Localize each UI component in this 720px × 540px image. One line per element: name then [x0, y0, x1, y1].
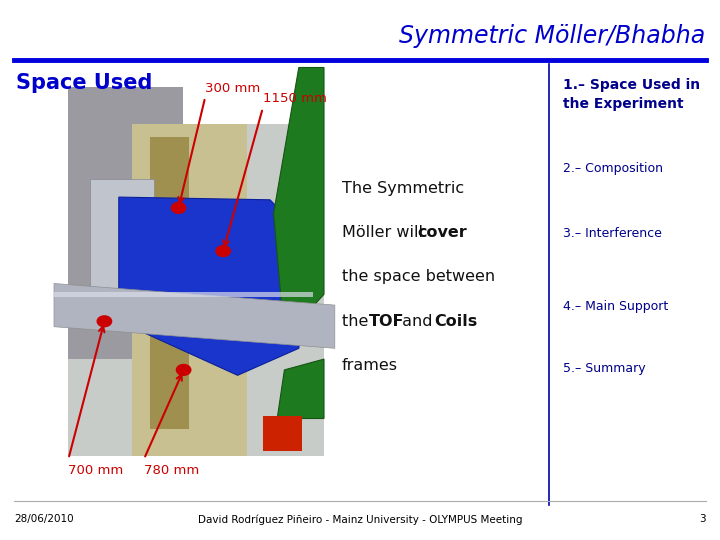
Bar: [54, 292, 313, 297]
Text: Möller will: Möller will: [342, 225, 428, 240]
Text: 1150 mm: 1150 mm: [263, 92, 327, 105]
Text: 1.– Space Used in
the Experiment: 1.– Space Used in the Experiment: [563, 78, 700, 111]
Text: 28/06/2010: 28/06/2010: [14, 514, 74, 524]
Bar: [68, 87, 184, 359]
Polygon shape: [274, 68, 324, 338]
Text: Coils: Coils: [434, 314, 477, 329]
Polygon shape: [54, 284, 335, 348]
Bar: [90, 179, 154, 305]
Bar: [263, 416, 302, 451]
Circle shape: [97, 316, 112, 327]
Circle shape: [176, 364, 191, 375]
Text: David Rodríguez Piñeiro - Mainz University - OLYMPUS Meeting: David Rodríguez Piñeiro - Mainz Universi…: [198, 514, 522, 524]
Text: the: the: [342, 314, 374, 329]
Text: 780 mm: 780 mm: [144, 464, 199, 477]
Text: 3.– Interference: 3.– Interference: [563, 227, 662, 240]
Text: cover: cover: [418, 225, 467, 240]
Text: 700 mm: 700 mm: [68, 464, 124, 477]
Text: and: and: [397, 314, 437, 329]
Text: frames: frames: [342, 358, 398, 373]
Text: Space Used: Space Used: [16, 73, 152, 93]
Bar: [132, 124, 248, 456]
Text: the space between: the space between: [342, 269, 495, 285]
Circle shape: [216, 246, 230, 256]
Text: The Symmetric: The Symmetric: [342, 181, 464, 196]
Bar: [150, 137, 189, 429]
Polygon shape: [277, 359, 324, 418]
Text: 300 mm: 300 mm: [205, 82, 261, 94]
Text: 2.– Composition: 2.– Composition: [563, 162, 663, 175]
Circle shape: [171, 202, 186, 213]
Text: TOF: TOF: [369, 314, 405, 329]
Polygon shape: [119, 197, 310, 375]
Text: 3: 3: [699, 514, 706, 524]
Text: 4.– Main Support: 4.– Main Support: [563, 300, 668, 313]
Text: 5.– Summary: 5.– Summary: [563, 362, 646, 375]
Bar: [68, 124, 324, 456]
Text: Symmetric Möller/Bhabha: Symmetric Möller/Bhabha: [400, 24, 706, 48]
